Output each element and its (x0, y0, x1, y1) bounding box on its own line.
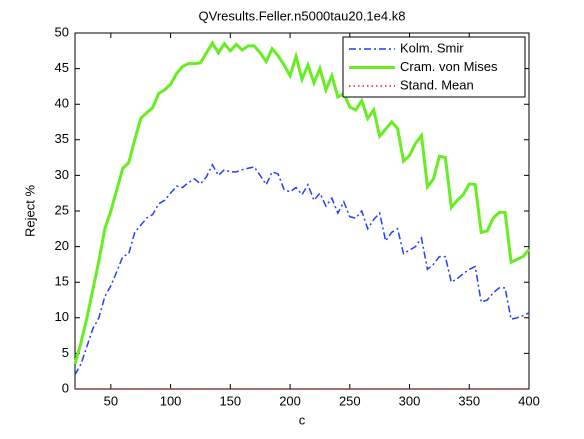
y-tick-label: 30 (55, 167, 69, 182)
x-tick-label: 250 (339, 393, 361, 408)
y-tick-label: 40 (55, 96, 69, 111)
x-tick-label: 150 (219, 393, 241, 408)
x-tick-label: 350 (458, 393, 480, 408)
y-tick-label: 35 (55, 131, 69, 146)
legend-label: Kolm. Smir (400, 40, 464, 55)
x-tick-label: 100 (160, 393, 182, 408)
chart-title: QVresults.Feller.n5000tau20.1e4.k8 (199, 8, 406, 23)
series-line (74, 163, 530, 376)
legend-label: Cram. von Mises (400, 59, 498, 74)
y-tick-label: 50 (55, 24, 69, 39)
x-tick-label: 300 (399, 393, 421, 408)
y-tick-label: 15 (55, 274, 69, 289)
y-tick-label: 45 (55, 60, 69, 75)
y-tick-label: 5 (62, 345, 69, 360)
legend-label: Stand. Mean (400, 77, 474, 92)
y-axis-label: Reject % (22, 185, 37, 237)
y-tick-label: 25 (55, 202, 69, 217)
x-tick-label: 400 (518, 393, 540, 408)
y-tick-label: 10 (55, 309, 69, 324)
y-tick-label: 20 (55, 238, 69, 253)
series-line (73, 40, 531, 365)
x-axis-label: c (299, 412, 306, 427)
x-tick-label: 50 (104, 393, 118, 408)
y-tick-label: 0 (62, 380, 69, 395)
x-tick-label: 200 (279, 393, 301, 408)
